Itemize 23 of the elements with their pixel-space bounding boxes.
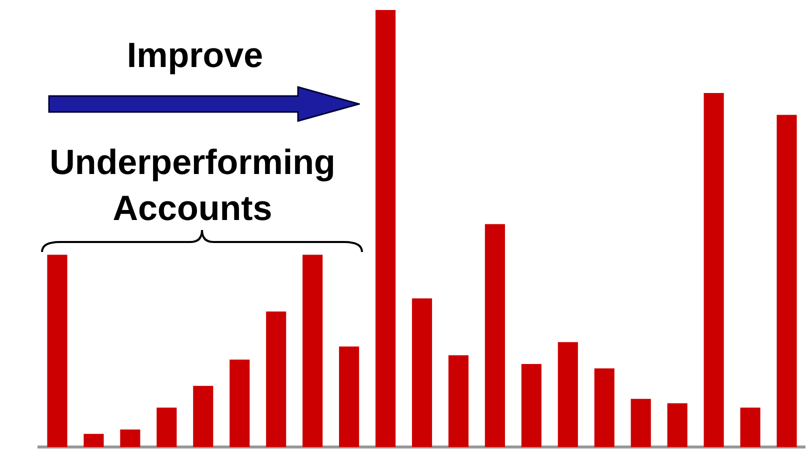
bar xyxy=(448,355,469,447)
bar xyxy=(412,298,432,447)
bar xyxy=(266,312,286,447)
bar xyxy=(484,224,505,447)
bar xyxy=(302,254,323,447)
annotation: Improve xyxy=(126,35,264,77)
bar xyxy=(704,93,724,447)
bar xyxy=(521,364,542,447)
bar xyxy=(120,430,140,447)
bar xyxy=(740,408,760,447)
bar xyxy=(230,360,250,447)
annotation: Underperforming Accounts xyxy=(48,142,336,230)
bar xyxy=(84,434,104,447)
bar xyxy=(594,368,614,447)
bar xyxy=(193,386,214,447)
bar xyxy=(667,403,688,447)
bar xyxy=(375,10,396,447)
bar xyxy=(156,408,177,447)
bar xyxy=(339,346,360,447)
bar xyxy=(558,342,578,447)
bar xyxy=(630,398,651,447)
bar xyxy=(47,254,68,447)
bar xyxy=(776,114,797,447)
